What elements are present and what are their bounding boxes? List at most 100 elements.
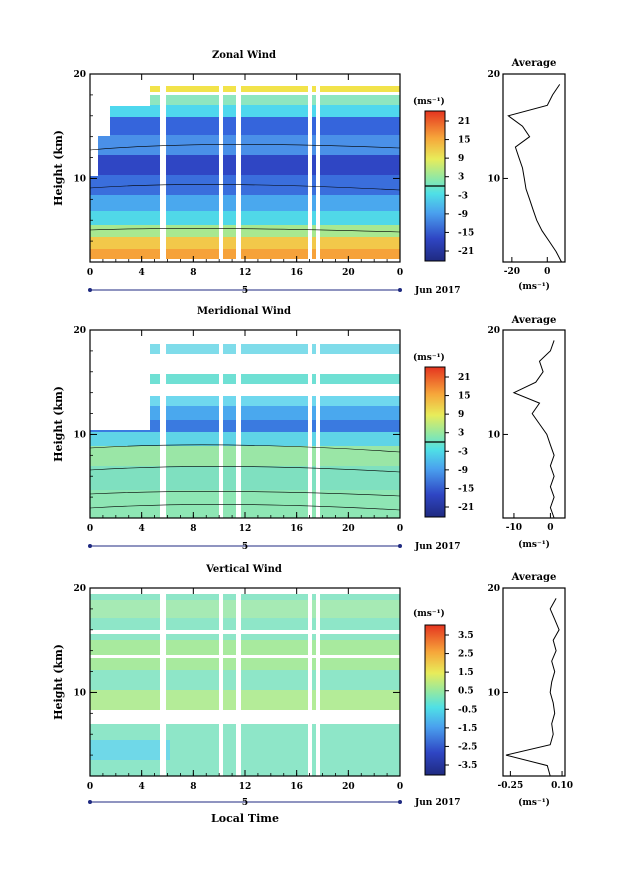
profile-y-tick-label: 10 bbox=[487, 430, 500, 440]
profile-title: Average bbox=[511, 315, 557, 326]
profile-x-axis: -0.25 0.10 bbox=[498, 771, 573, 791]
x-tick-label: 0 bbox=[87, 524, 93, 534]
colorbar-tick-label: 15 bbox=[458, 392, 471, 402]
profile-title: Average bbox=[511, 58, 557, 69]
x-tick-label: 16 bbox=[290, 782, 303, 792]
x-tick-label: 16 bbox=[290, 524, 303, 534]
x-axis: 0 4 8 12 16 20 0 bbox=[87, 74, 403, 278]
x-tick-label: 8 bbox=[190, 524, 196, 534]
colorbar-tick-label: 9 bbox=[458, 410, 464, 420]
chart-title: Zonal Wind bbox=[212, 50, 276, 61]
x-tick-label: 12 bbox=[239, 268, 252, 278]
colorbar-ticks: 3.5 2.5 1.5 0.5 -0.5 -1.5 -2.5 -3.5 bbox=[445, 631, 477, 771]
profile-y-tick-label: 20 bbox=[487, 70, 500, 80]
zonal-panel: Zonal Wind bbox=[52, 50, 566, 296]
day-label: 5 bbox=[242, 542, 248, 552]
x-tick-label: 16 bbox=[290, 268, 303, 278]
x-tick-label: 12 bbox=[239, 782, 252, 792]
colorbar-tick-label: 0.5 bbox=[458, 687, 474, 697]
profile-line bbox=[512, 340, 555, 519]
colorbar-tick-label: 9 bbox=[458, 154, 464, 164]
colorbar-tick-label: 2.5 bbox=[458, 650, 474, 660]
profile-line bbox=[507, 84, 562, 263]
profile-x-tick-label: -20 bbox=[504, 267, 520, 277]
meridional-panel: Meridional Wind 0 4 8 12 16 20 0 bbox=[52, 306, 566, 552]
date-label: Jun 2017 bbox=[414, 286, 461, 296]
day-label: 5 bbox=[242, 798, 248, 808]
profile-x-tick-label: -10 bbox=[506, 523, 522, 533]
profile-y-tick-label: 10 bbox=[487, 688, 500, 698]
chart-title: Vertical Wind bbox=[205, 564, 282, 575]
x-tick-label: 0 bbox=[87, 268, 93, 278]
colorbar-tick-label: 3 bbox=[458, 429, 464, 439]
x-tick-label: 8 bbox=[190, 782, 196, 792]
colorbar-tick-label: 15 bbox=[458, 136, 471, 146]
colorbar-tick-label: -21 bbox=[458, 247, 474, 257]
colorbar-tick-label: -15 bbox=[458, 484, 474, 494]
colorbar-tick-label: -3 bbox=[458, 191, 468, 201]
profile-frame bbox=[502, 587, 566, 777]
colorbar-ticks: 21 15 9 3 -3 -9 -15 -21 bbox=[445, 373, 474, 513]
y-tick-label: 10 bbox=[73, 430, 86, 440]
colorbar-tick-label: -21 bbox=[458, 503, 474, 513]
day-label: 5 bbox=[242, 286, 248, 296]
x-axis: 0 4 8 12 16 20 0 bbox=[87, 588, 403, 792]
profile-x-axis: -10 0 bbox=[506, 513, 554, 533]
profile-y-axis: 10 20 bbox=[487, 70, 508, 184]
x-tick-label: 0 bbox=[397, 782, 403, 792]
profile-frame bbox=[502, 329, 566, 519]
x-tick-label: 0 bbox=[397, 268, 403, 278]
profile-x-tick-label: -0.25 bbox=[498, 781, 524, 791]
profile-line bbox=[505, 598, 560, 777]
x-tick-label: 4 bbox=[139, 782, 145, 792]
y-tick-label: 20 bbox=[73, 70, 86, 80]
colorbar-tick-label: -0.5 bbox=[458, 705, 477, 715]
date-label: Jun 2017 bbox=[414, 542, 461, 552]
colorbar-tick-label: 3.5 bbox=[458, 631, 474, 641]
x-tick-label: 12 bbox=[239, 524, 252, 534]
profile-x-axis: -20 0 bbox=[504, 257, 550, 277]
colorbar-tick-label: 1.5 bbox=[458, 668, 474, 678]
profile-unit: (ms⁻¹) bbox=[518, 539, 550, 550]
x-tick-label: 20 bbox=[342, 524, 355, 534]
colorbar-unit: (ms⁻¹) bbox=[413, 608, 445, 619]
colorbar-tick-label: -9 bbox=[458, 210, 468, 220]
profile-title: Average bbox=[511, 572, 557, 583]
x-tick-label: 20 bbox=[342, 782, 355, 792]
y-axis: 10 20 bbox=[73, 584, 400, 777]
colorbar-tick-label: -1.5 bbox=[458, 724, 477, 734]
x-axis: 0 4 8 12 16 20 0 bbox=[87, 330, 403, 534]
x-axis-label: Local Time bbox=[211, 812, 279, 825]
colorbar-unit: (ms⁻¹) bbox=[413, 96, 445, 107]
profile-y-tick-label: 10 bbox=[487, 174, 500, 184]
y-axis-label: Height (km) bbox=[52, 386, 65, 462]
profile-x-tick-label: 0.10 bbox=[551, 781, 573, 791]
vertical-panel: Vertical Wind 0 4 8 12 16 20 0 10 20 Height (km… bbox=[52, 564, 573, 825]
x-tick-label: 20 bbox=[342, 268, 355, 278]
x-tick-label: 8 bbox=[190, 268, 196, 278]
profile-y-axis: 10 20 bbox=[487, 584, 508, 698]
y-axis: 10 20 bbox=[73, 70, 400, 263]
colorbar-tick-label: -3.5 bbox=[458, 761, 477, 771]
x-tick-label: 0 bbox=[87, 782, 93, 792]
colorbar-tick-label: -15 bbox=[458, 228, 474, 238]
colorbar-tick-label: -3 bbox=[458, 447, 468, 457]
profile-y-axis: 10 20 bbox=[487, 326, 508, 440]
y-tick-label: 10 bbox=[73, 688, 86, 698]
profile-y-tick-label: 20 bbox=[487, 584, 500, 594]
chart-title: Meridional Wind bbox=[197, 306, 291, 317]
colorbar-tick-label: 21 bbox=[458, 373, 471, 383]
y-tick-label: 10 bbox=[73, 174, 86, 184]
y-tick-label: 20 bbox=[73, 584, 86, 594]
profile-unit: (ms⁻¹) bbox=[518, 281, 550, 292]
colorbar-tick-label: 21 bbox=[458, 117, 471, 127]
x-tick-label: 4 bbox=[139, 524, 145, 534]
profile-y-tick-label: 20 bbox=[487, 326, 500, 336]
profile-x-tick-label: 0 bbox=[547, 523, 553, 533]
x-tick-label: 0 bbox=[397, 524, 403, 534]
profile-unit: (ms⁻¹) bbox=[518, 797, 550, 808]
y-axis: 10 20 bbox=[73, 326, 400, 519]
colorbar-unit: (ms⁻¹) bbox=[413, 352, 445, 363]
y-axis-label: Height (km) bbox=[52, 644, 65, 720]
x-tick-label: 4 bbox=[139, 268, 145, 278]
